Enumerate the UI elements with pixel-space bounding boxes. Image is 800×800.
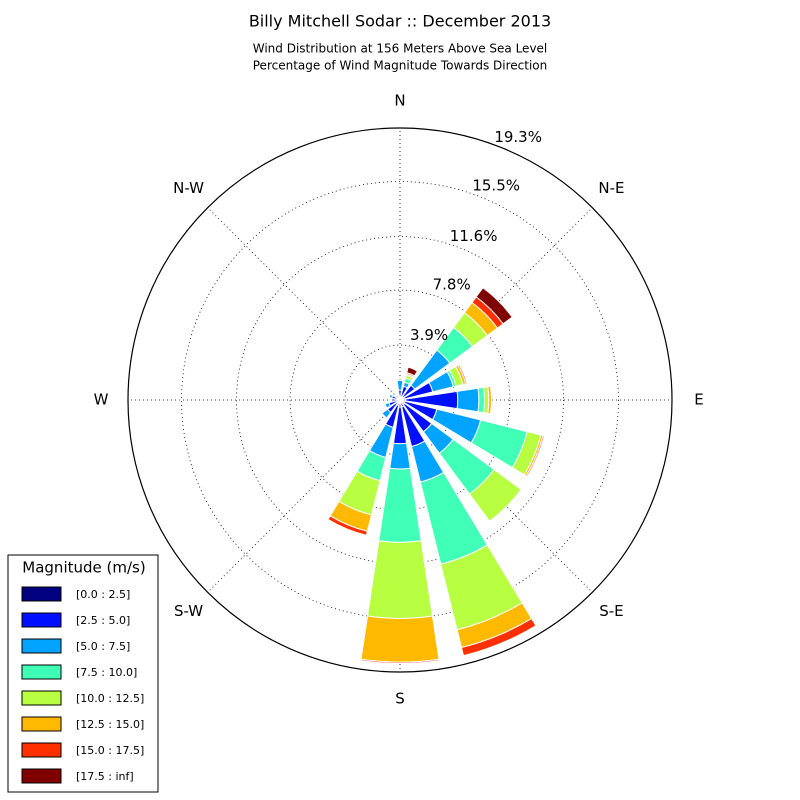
wind-segment	[475, 287, 513, 325]
legend-swatch	[21, 586, 62, 602]
r-tick-label: 11.6%	[450, 227, 498, 245]
wind-segment	[366, 540, 434, 619]
wind-segment	[406, 366, 419, 377]
legend-swatch	[21, 690, 62, 706]
legend-swatch	[21, 716, 62, 732]
direction-label: S-E	[599, 602, 623, 620]
wind-segment	[458, 364, 468, 384]
wind-segment	[360, 615, 440, 663]
legend-label: [12.5 : 15.0]	[76, 718, 144, 731]
r-tick-label: 15.5%	[472, 177, 520, 195]
wind-segment	[389, 442, 411, 470]
wind-segment	[463, 625, 537, 657]
legend-swatch	[21, 742, 62, 758]
wind-segment	[477, 386, 486, 414]
r-tick-label: 19.3%	[494, 128, 542, 146]
polar-frame	[127, 127, 673, 673]
legend-label: [7.5 : 10.0]	[76, 666, 137, 679]
grid-circle	[181, 181, 619, 619]
direction-label: N-W	[173, 179, 204, 197]
direction-label: N-E	[598, 179, 624, 197]
wind-segment	[396, 379, 404, 391]
legend-label: [15.0 : 17.5]	[76, 744, 144, 757]
chart-title: Billy Mitchell Sodar :: December 2013	[249, 12, 551, 31]
grid-spoke	[207, 399, 401, 593]
chart-subtitle: Percentage of Wind Magnitude Towards Dir…	[253, 59, 547, 73]
direction-label: E	[694, 391, 703, 409]
legend-swatch	[21, 612, 62, 628]
legend-swatch	[21, 664, 62, 680]
r-tick-label: 3.9%	[410, 326, 448, 344]
legend-label: [5.0 : 7.5]	[76, 640, 130, 653]
wind-segment	[388, 393, 391, 398]
legend-swatch	[21, 768, 62, 784]
r-tick-label: 7.8%	[433, 276, 471, 294]
chart-subtitle: Wind Distribution at 156 Meters Above Se…	[253, 42, 548, 56]
legend-label: [17.5 : inf]	[76, 770, 134, 783]
direction-label: S	[395, 690, 405, 708]
wind-segment	[490, 386, 493, 414]
direction-label: S-W	[174, 602, 203, 620]
legend-label: [0.0 : 2.5]	[76, 588, 130, 601]
wind-segment	[456, 387, 480, 413]
grid-spoke	[207, 207, 401, 401]
legend-title: Magnitude (m/s)	[22, 559, 145, 577]
wind-segment	[381, 413, 387, 419]
wind-segment	[526, 435, 545, 477]
legend-label: [10.0 : 12.5]	[76, 692, 144, 705]
wind-segment	[327, 519, 367, 536]
legend-label: [2.5 : 5.0]	[76, 614, 130, 627]
direction-label: N	[394, 92, 405, 110]
legend-swatch	[21, 638, 62, 654]
direction-label: W	[94, 391, 109, 409]
